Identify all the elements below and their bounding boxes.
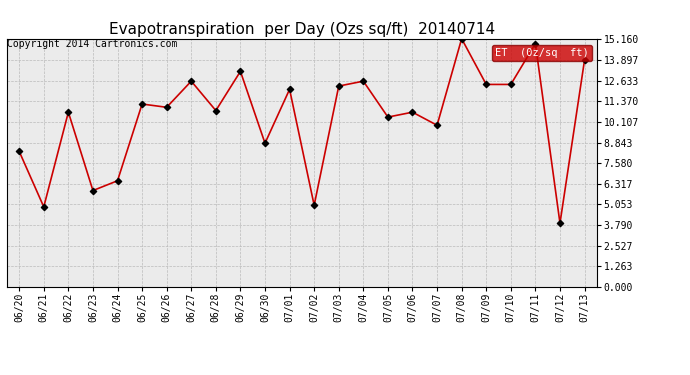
- Point: [210, 108, 221, 114]
- Point: [308, 202, 319, 208]
- Point: [358, 78, 369, 84]
- Point: [161, 104, 172, 110]
- Point: [284, 86, 295, 92]
- Point: [14, 148, 25, 154]
- Point: [88, 188, 99, 194]
- Point: [431, 122, 442, 128]
- Point: [235, 68, 246, 74]
- Point: [112, 178, 123, 184]
- Point: [407, 109, 418, 115]
- Legend: ET  (0z/sq  ft): ET (0z/sq ft): [492, 45, 591, 61]
- Point: [481, 81, 492, 87]
- Point: [382, 114, 393, 120]
- Point: [333, 83, 344, 89]
- Point: [555, 220, 566, 226]
- Point: [137, 101, 148, 107]
- Point: [530, 40, 541, 46]
- Point: [579, 57, 590, 63]
- Point: [38, 204, 49, 210]
- Point: [456, 36, 467, 42]
- Point: [259, 140, 270, 146]
- Point: [505, 81, 516, 87]
- Point: [63, 109, 74, 115]
- Text: Copyright 2014 Cartronics.com: Copyright 2014 Cartronics.com: [7, 39, 177, 50]
- Point: [186, 78, 197, 84]
- Title: Evapotranspiration  per Day (Ozs sq/ft)  20140714: Evapotranspiration per Day (Ozs sq/ft) 2…: [109, 22, 495, 37]
